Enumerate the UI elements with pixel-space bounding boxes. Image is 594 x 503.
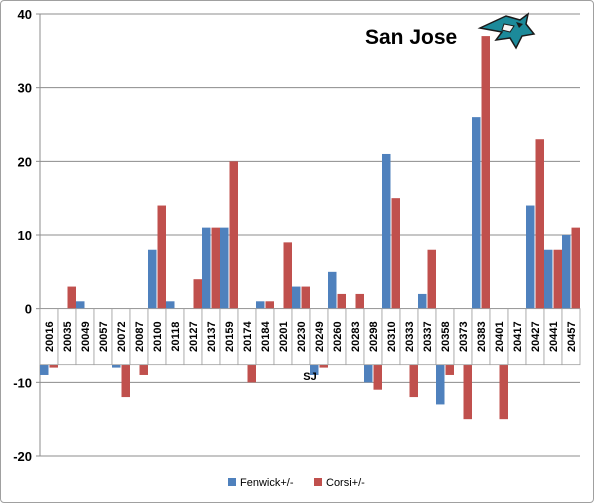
category-label: 20184 xyxy=(260,320,272,351)
category-label: 20137 xyxy=(206,321,218,352)
bar-fenwick-20118 xyxy=(166,301,175,309)
category-label: 20417 xyxy=(512,321,524,352)
category-label: 20127 xyxy=(188,321,200,352)
category-label: 20072 xyxy=(116,321,128,352)
legend-swatch-fenwick xyxy=(228,478,236,486)
bar-corsi-20184 xyxy=(265,301,274,309)
bar-corsi-20283 xyxy=(355,293,364,309)
bar-fenwick-20100 xyxy=(148,249,157,309)
category-label: 20298 xyxy=(368,321,380,352)
bar-corsi-20260 xyxy=(337,293,346,309)
y-tick-label: -20 xyxy=(13,449,32,464)
bar-corsi-20383 xyxy=(481,36,490,309)
bar-fenwick-20337 xyxy=(418,293,427,309)
category-label: 20049 xyxy=(80,321,92,352)
category-label: 20337 xyxy=(422,321,434,352)
bar-fenwick-20427 xyxy=(526,205,535,309)
legend: Fenwick+/- Corsi+/- xyxy=(228,477,365,489)
bar-corsi-20035 xyxy=(67,286,76,309)
bar-fenwick-20310 xyxy=(382,153,391,309)
category-label: 20457 xyxy=(566,321,578,352)
category-label: 20333 xyxy=(404,321,416,352)
bar-fenwick-20159 xyxy=(220,227,229,309)
bar-corsi-20201 xyxy=(283,242,292,309)
category-label: 20283 xyxy=(350,321,362,352)
chart-title: San Jose xyxy=(365,26,457,49)
category-label: 20057 xyxy=(98,321,110,352)
y-tick-label: 0 xyxy=(25,302,32,317)
legend-swatch-corsi xyxy=(314,478,322,486)
category-label: 20383 xyxy=(476,321,488,352)
x-axis-label: SJ xyxy=(303,371,316,383)
y-tick-labels: -20 -10 0 10 20 30 40 xyxy=(13,7,32,464)
bar-fenwick-20137 xyxy=(202,227,211,309)
category-label: 20174 xyxy=(242,320,254,351)
category-label: 20118 xyxy=(170,322,182,352)
bar-corsi-20310 xyxy=(391,198,400,309)
bar-fenwick-20184 xyxy=(256,301,265,309)
y-tick-label: 30 xyxy=(18,81,32,96)
y-tick-label: 10 xyxy=(18,228,32,243)
category-label-box xyxy=(561,308,581,366)
bar-corsi-20337 xyxy=(427,249,436,309)
category-label: 20310 xyxy=(386,321,398,352)
bar-corsi-20230 xyxy=(301,286,310,309)
category-label: 20358 xyxy=(440,321,452,352)
bar-fenwick-20049 xyxy=(76,301,85,309)
bar-corsi-20127 xyxy=(193,279,202,309)
bar-fenwick-20457 xyxy=(562,235,571,309)
y-tick-label: 40 xyxy=(18,7,32,22)
category-label: 20441 xyxy=(548,321,560,352)
bar-corsi-20427 xyxy=(535,139,544,309)
category-label: 20016 xyxy=(44,321,56,352)
y-tick-label: -10 xyxy=(13,375,32,390)
bar-corsi-20137 xyxy=(211,227,220,309)
category-label: 20201 xyxy=(278,321,290,352)
y-tick-label: 20 xyxy=(18,154,32,169)
category-labels: 20016 20035 20049 20057 20072 20087 20100 20118… xyxy=(39,308,581,366)
category-label: 20373 xyxy=(458,321,470,352)
legend-label-fenwick: Fenwick+/- xyxy=(240,477,294,489)
bar-fenwick-20383 xyxy=(472,117,481,309)
category-label: 20427 xyxy=(530,321,542,352)
bar-fenwick-20230 xyxy=(292,286,301,309)
category-label: 20401 xyxy=(494,321,506,352)
bar-corsi-20159 xyxy=(229,161,238,309)
category-label: 20035 xyxy=(62,321,74,352)
category-label: 20087 xyxy=(134,321,146,352)
legend-label-corsi: Corsi+/- xyxy=(326,477,365,489)
bar-fenwick-20441 xyxy=(544,249,553,309)
bar-corsi-20441 xyxy=(553,249,562,309)
bar-corsi-20100 xyxy=(157,205,166,309)
sharks-logo-icon xyxy=(477,12,536,50)
category-label: 20159 xyxy=(224,321,236,352)
category-label: 20100 xyxy=(152,321,164,352)
category-label: 20249 xyxy=(314,321,326,352)
bar-corsi-20457 xyxy=(571,227,580,309)
category-label: 20230 xyxy=(296,321,308,352)
gridlines xyxy=(40,13,580,457)
category-label: 20260 xyxy=(332,321,344,352)
bar-fenwick-20260 xyxy=(328,271,337,309)
